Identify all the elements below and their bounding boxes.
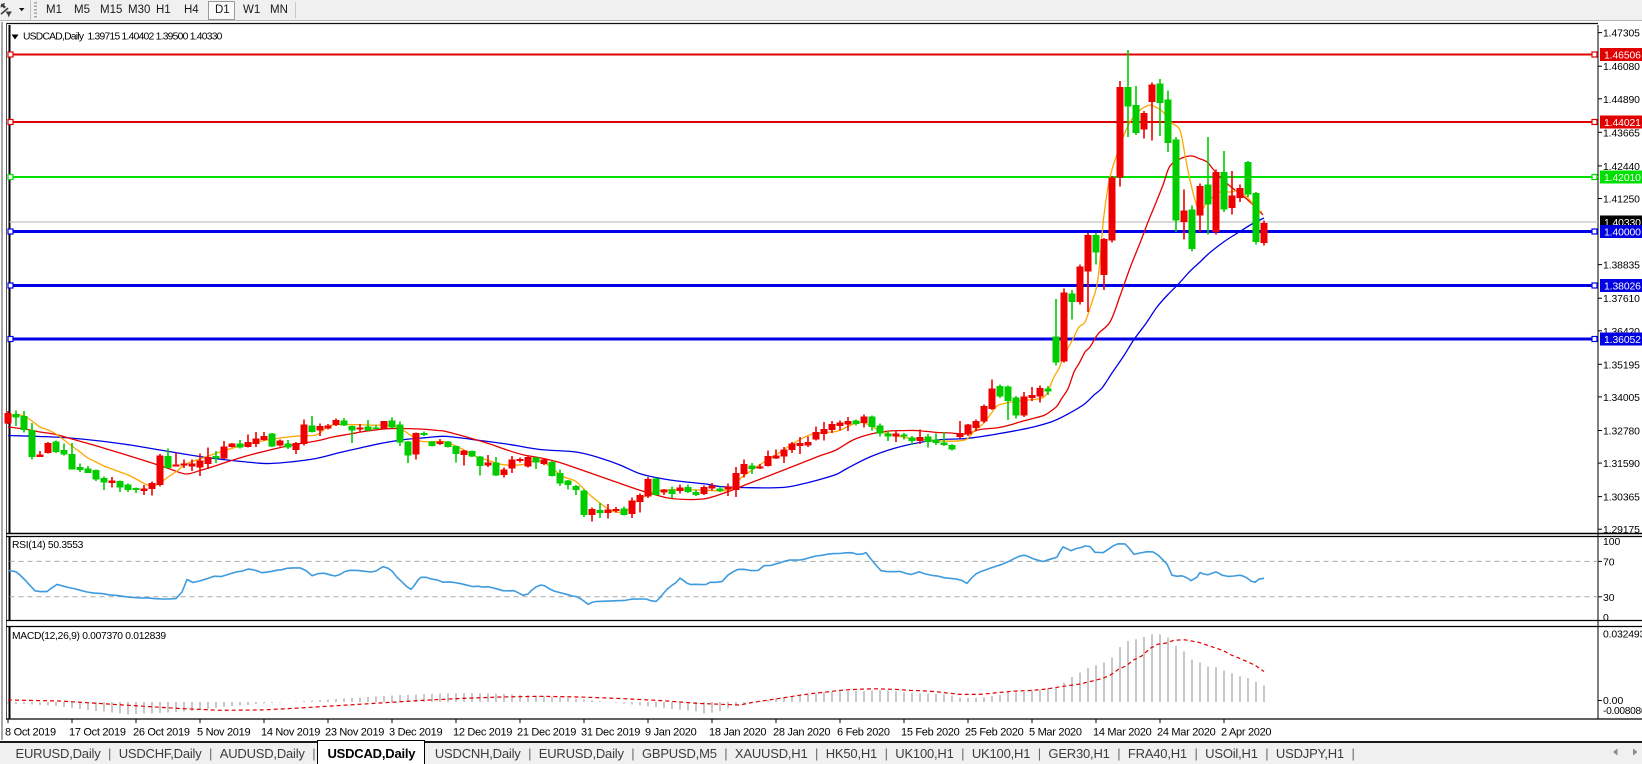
svg-text:1.46506: 1.46506 <box>1604 51 1641 62</box>
svg-text:1.42010: 1.42010 <box>1604 173 1641 184</box>
svg-text:14 Mar 2020: 14 Mar 2020 <box>1093 727 1152 739</box>
svg-text:26 Oct 2019: 26 Oct 2019 <box>133 727 190 739</box>
svg-text:0.032493: 0.032493 <box>1603 630 1642 641</box>
svg-text:5 Nov 2019: 5 Nov 2019 <box>197 727 250 739</box>
svg-text:MACD(12,26,9) 0.007370 0.01283: MACD(12,26,9) 0.007370 0.012839 <box>12 631 166 642</box>
svg-text:24 Mar 2020: 24 Mar 2020 <box>1157 727 1216 739</box>
svg-text:5 Mar 2020: 5 Mar 2020 <box>1029 727 1082 739</box>
svg-text:15 Feb 2020: 15 Feb 2020 <box>901 727 960 739</box>
svg-text:6 Feb 2020: 6 Feb 2020 <box>837 727 890 739</box>
svg-text:1.47305: 1.47305 <box>1603 29 1640 40</box>
svg-text:1.34005: 1.34005 <box>1603 393 1640 404</box>
svg-text:2 Apr 2020: 2 Apr 2020 <box>1221 727 1271 739</box>
svg-text:1.32780: 1.32780 <box>1603 427 1640 438</box>
svg-text:70: 70 <box>1603 557 1615 568</box>
svg-text:1.35195: 1.35195 <box>1603 360 1640 371</box>
svg-text:100: 100 <box>1603 537 1621 548</box>
svg-text:1.44021: 1.44021 <box>1604 118 1641 129</box>
svg-text:14 Nov 2019: 14 Nov 2019 <box>261 727 320 739</box>
svg-text:1.36420: 1.36420 <box>1603 327 1640 338</box>
svg-text:1.41250: 1.41250 <box>1603 195 1640 206</box>
svg-text:8 Oct 2019: 8 Oct 2019 <box>5 727 56 739</box>
svg-text:23 Nov 2019: 23 Nov 2019 <box>325 727 384 739</box>
svg-text:0.00: 0.00 <box>1603 696 1623 707</box>
svg-text:1.46080: 1.46080 <box>1603 62 1640 73</box>
svg-text:21 Dec 2019: 21 Dec 2019 <box>517 727 576 739</box>
svg-text:31 Dec 2019: 31 Dec 2019 <box>581 727 640 739</box>
svg-text:1.38835: 1.38835 <box>1603 261 1640 272</box>
svg-text:1.43665: 1.43665 <box>1603 128 1640 139</box>
svg-text:1.36052: 1.36052 <box>1604 335 1641 346</box>
svg-text:1.31590: 1.31590 <box>1603 459 1640 470</box>
svg-text:1.37610: 1.37610 <box>1603 294 1640 305</box>
svg-text:25 Feb 2020: 25 Feb 2020 <box>965 727 1024 739</box>
svg-text:1.30365: 1.30365 <box>1603 493 1640 504</box>
svg-text:RSI(14) 50.3553: RSI(14) 50.3553 <box>12 540 84 551</box>
svg-text:1.42440: 1.42440 <box>1603 162 1640 173</box>
svg-text:30: 30 <box>1603 593 1615 604</box>
svg-text:1.38026: 1.38026 <box>1604 282 1641 293</box>
svg-text:3 Dec 2019: 3 Dec 2019 <box>389 727 442 739</box>
svg-text:1.44890: 1.44890 <box>1603 95 1640 106</box>
svg-text:17 Oct 2019: 17 Oct 2019 <box>69 727 126 739</box>
svg-text:-0.008086: -0.008086 <box>1603 706 1642 717</box>
svg-text:1.40330: 1.40330 <box>1604 218 1641 229</box>
svg-text:28 Jan 2020: 28 Jan 2020 <box>773 727 830 739</box>
svg-text:1.40000: 1.40000 <box>1604 228 1641 239</box>
svg-text:9 Jan 2020: 9 Jan 2020 <box>645 727 697 739</box>
svg-text:18 Jan 2020: 18 Jan 2020 <box>709 727 766 739</box>
svg-text:0: 0 <box>1603 613 1609 624</box>
svg-text:1.29175: 1.29175 <box>1603 525 1640 536</box>
svg-text:USDCAD,Daily 1.39715 1.40402: USDCAD,Daily 1.39715 1.40402 1.39500 1.4… <box>23 32 223 43</box>
svg-text:12 Dec 2019: 12 Dec 2019 <box>453 727 512 739</box>
